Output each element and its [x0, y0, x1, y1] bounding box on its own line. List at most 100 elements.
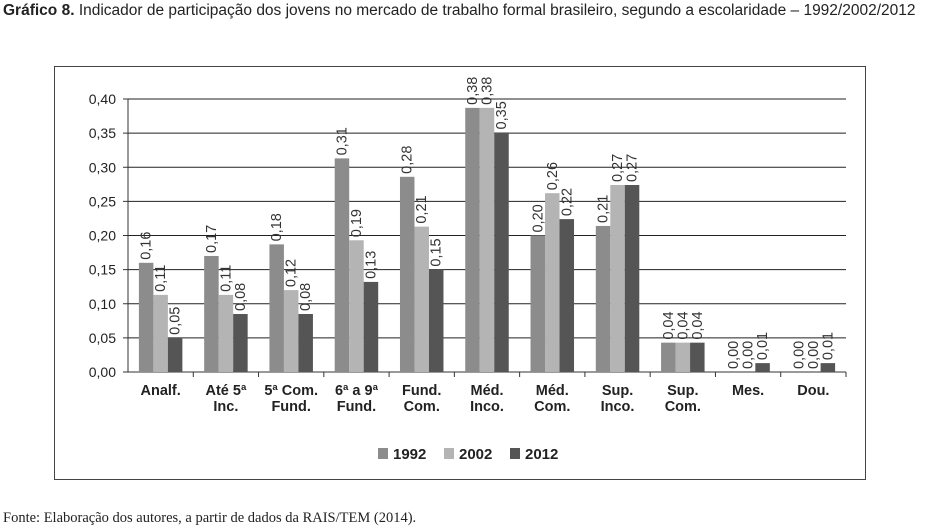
x-tick-label: Méd.	[536, 383, 569, 399]
y-tick-label: 0,35	[89, 125, 116, 141]
bar-2002-7	[610, 184, 625, 372]
bar-1992-2	[269, 244, 284, 372]
bar-2012-4	[428, 269, 444, 372]
data-label: 0,04	[690, 311, 706, 339]
bar-2012-0	[167, 337, 183, 372]
bar-2002-0	[153, 294, 168, 372]
data-label: 0,11	[153, 265, 169, 292]
data-label: 0,05	[168, 307, 184, 335]
data-label: 0,31	[334, 127, 350, 155]
x-tick-label: Inc.	[213, 399, 238, 415]
bar-2002-8	[675, 342, 691, 372]
bar-2002-4	[414, 226, 429, 372]
y-tick-label: 0,00	[89, 364, 116, 380]
x-tick-label: Fund.	[402, 383, 441, 399]
x-tick-label: Inco.	[601, 399, 635, 415]
y-tick-label: 0,25	[89, 193, 116, 209]
x-tick-label: Sup.	[602, 383, 633, 399]
bar-2012-6	[559, 219, 575, 372]
x-tick-label: Até 5ª	[205, 383, 246, 399]
bar-1992-4	[399, 176, 415, 372]
data-label: 0,00	[791, 341, 807, 369]
bar-2002-1	[218, 294, 234, 372]
bar-2002-3	[349, 240, 364, 372]
figure-label: Gráfico 8.	[3, 2, 75, 19]
data-label: 0,01	[820, 332, 836, 360]
bar-1992-6	[530, 235, 546, 372]
data-label: 0,26	[545, 162, 561, 190]
bar-1992-0	[138, 262, 154, 372]
source-text: Elaboração dos autores, a partir de dado…	[43, 510, 417, 526]
data-label: 0,38	[465, 77, 481, 105]
figure-caption: Indicador de participação dos jovens no …	[78, 2, 916, 19]
bar-2012-8	[690, 342, 705, 372]
data-label: 0,00	[741, 341, 757, 369]
data-label: 0,00	[806, 341, 822, 369]
x-tick-label: Inco.	[470, 399, 504, 415]
bar-2012-9	[755, 363, 770, 372]
bar-1992-1	[204, 255, 219, 372]
legend-label: 2002	[459, 446, 492, 463]
legend-label: 2012	[525, 446, 558, 463]
bar-2012-10	[820, 363, 836, 372]
x-tick-label: Méd.	[470, 383, 503, 399]
y-tick-label: 0,40	[89, 91, 116, 107]
bar-2012-1	[233, 313, 248, 372]
data-label: 0,20	[530, 204, 546, 232]
data-label: 0,12	[284, 259, 300, 287]
x-tick-label: Com.	[534, 399, 570, 415]
data-label: 0,35	[494, 101, 510, 129]
data-label: 0,27	[610, 154, 626, 182]
x-tick-label: Fund.	[271, 399, 310, 415]
x-tick-label: Dou.	[797, 383, 829, 399]
bar-1992-7	[595, 225, 611, 372]
data-label: 0,27	[625, 154, 641, 182]
data-label: 0,08	[233, 283, 249, 311]
x-tick-label: Analf.	[140, 383, 180, 399]
y-tick-label: 0,30	[89, 159, 116, 175]
data-label: 0,00	[726, 341, 742, 369]
y-tick-label: 0,15	[89, 262, 116, 278]
chart-frame	[54, 66, 866, 480]
data-label: 0,04	[661, 311, 677, 339]
legend-label: 1992	[393, 446, 426, 463]
x-tick-label: Fund.	[337, 399, 376, 415]
bar-2012-5	[494, 132, 509, 372]
data-label: 0,16	[139, 232, 155, 260]
data-label: 0,13	[363, 251, 379, 279]
chart-title: Gráfico 8. Indicador de participação dos…	[3, 1, 935, 20]
x-tick-label: Com.	[665, 399, 701, 415]
data-label: 0,38	[480, 77, 496, 105]
bar-2012-3	[363, 281, 379, 372]
legend-swatch-2012	[510, 448, 520, 459]
data-label: 0,15	[429, 238, 445, 266]
y-tick-label: 0,10	[89, 296, 116, 312]
data-label: 0,17	[204, 225, 220, 253]
data-label: 0,18	[269, 213, 285, 241]
data-label: 0,11	[218, 265, 234, 292]
x-tick-label: Sup.	[667, 383, 698, 399]
data-label: 0,08	[298, 283, 314, 311]
bar-2012-7	[624, 184, 640, 372]
x-tick-label: Mes.	[732, 383, 764, 399]
data-label: 0,21	[414, 195, 430, 223]
bar-1992-5	[465, 107, 480, 372]
y-tick-label: 0,05	[89, 330, 116, 346]
bar-2002-2	[283, 290, 299, 372]
legend-swatch-1992	[378, 448, 388, 459]
source-label: Fonte:	[3, 510, 41, 526]
data-label: 0,04	[675, 311, 691, 339]
data-label: 0,01	[755, 332, 771, 360]
data-label: 0,21	[596, 195, 612, 223]
bar-1992-8	[661, 342, 676, 372]
data-label: 0,19	[349, 209, 365, 237]
bar-1992-3	[334, 158, 350, 372]
bar-2002-5	[479, 107, 495, 372]
data-label: 0,28	[400, 146, 416, 174]
x-tick-label: Com.	[404, 399, 440, 415]
legend-swatch-2002	[444, 448, 454, 459]
bar-2012-2	[298, 313, 313, 372]
x-tick-label: 6ª a 9ª	[335, 383, 379, 399]
y-tick-label: 0,20	[89, 228, 116, 244]
